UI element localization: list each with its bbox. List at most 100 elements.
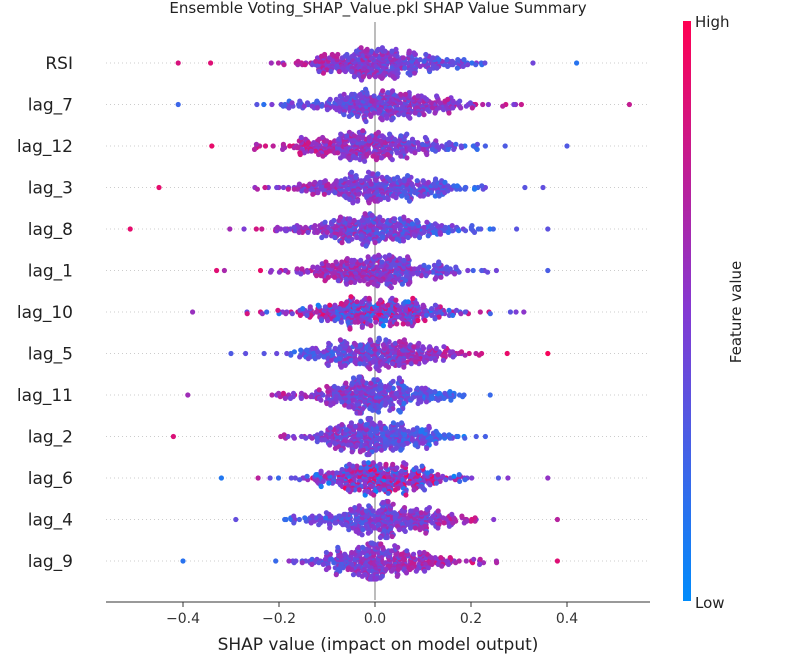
shap-point [404, 131, 410, 137]
shap-point [482, 60, 488, 66]
shap-point [415, 317, 421, 324]
shap-point [320, 70, 326, 76]
shap-point [413, 568, 419, 574]
feature-label: RSI [45, 54, 73, 74]
shap-point [259, 226, 265, 232]
shap-point [323, 150, 330, 156]
shap-point [450, 312, 456, 318]
shap-point [421, 229, 427, 235]
shap-point [368, 113, 374, 119]
shap-point [413, 300, 420, 307]
shap-point [428, 555, 434, 561]
shap-point [274, 224, 281, 230]
shap-point [420, 141, 426, 147]
shap-point [457, 98, 463, 104]
shap-point [316, 151, 322, 158]
shap-point [360, 544, 366, 551]
shap-point [297, 151, 303, 158]
shap-point [375, 46, 381, 53]
shap-point [474, 141, 480, 147]
shap-point [465, 62, 471, 68]
shap-point [437, 100, 443, 106]
shap-point [574, 60, 580, 66]
shap-point [450, 105, 456, 111]
shap-point [460, 63, 466, 69]
shap-point [377, 527, 383, 533]
shap-point [354, 113, 361, 119]
shap-point [333, 520, 339, 526]
shap-point [269, 101, 275, 108]
shap-point [432, 357, 438, 363]
shap-point [349, 68, 355, 75]
shap-point [444, 57, 450, 63]
shap-point [438, 274, 444, 280]
shap-point [262, 184, 268, 191]
shap-point [418, 510, 424, 516]
shap-point [417, 57, 423, 63]
shap-point [383, 461, 389, 467]
shap-point [341, 91, 347, 97]
shap-point [321, 349, 327, 355]
shap-point [349, 257, 355, 263]
shap-point [346, 155, 352, 161]
shap-point [326, 470, 332, 476]
shap-point [374, 283, 380, 289]
feature-label: lag_2 [28, 428, 73, 448]
shap-point [366, 200, 372, 206]
shap-point [445, 63, 451, 69]
feature-label: lag_7 [28, 96, 73, 116]
shap-point [314, 229, 320, 235]
shap-point [462, 435, 468, 441]
shap-point [280, 146, 286, 152]
shap-point [444, 271, 450, 277]
shap-point [463, 103, 469, 109]
shap-point [325, 362, 331, 368]
shap-point [358, 178, 364, 184]
shap-point [545, 350, 551, 357]
shap-point [332, 234, 338, 241]
shap-point [291, 513, 297, 519]
shap-point [270, 143, 276, 149]
shap-point [435, 472, 441, 478]
shap-point [274, 350, 280, 357]
shap-point [351, 217, 357, 224]
shap-point [426, 108, 432, 114]
shap-point [384, 281, 390, 287]
shap-point [405, 234, 411, 241]
shap-point [387, 131, 393, 137]
shap-point [500, 103, 506, 109]
shap-point [332, 190, 338, 196]
shap-point [343, 427, 350, 433]
shap-point [376, 95, 382, 101]
shap-point [349, 169, 355, 175]
shap-point [433, 428, 439, 434]
shap-point [333, 259, 339, 265]
shap-point [475, 226, 481, 232]
shap-point [507, 309, 513, 315]
shap-point [469, 105, 475, 111]
shap-point [364, 259, 370, 265]
shap-point [433, 440, 439, 446]
shap-point [328, 513, 334, 519]
shap-point [407, 566, 413, 573]
shap-point [348, 506, 354, 512]
shap-point [401, 460, 407, 466]
shap-point [421, 487, 428, 493]
shap-point [412, 110, 418, 116]
shap-point [474, 146, 480, 152]
shap-point [301, 103, 307, 109]
shap-point [280, 103, 286, 109]
shap-point [364, 46, 370, 53]
shap-point [310, 264, 316, 270]
shap-point [389, 568, 395, 574]
shap-point [424, 445, 430, 451]
shap-point [341, 511, 347, 517]
shap-point [316, 560, 322, 566]
shap-point [364, 90, 370, 96]
shap-point [332, 440, 338, 446]
shap-point [446, 432, 452, 438]
feature-label: lag_1 [28, 262, 73, 282]
shap-point [257, 267, 264, 274]
shap-point [421, 112, 427, 118]
shap-point [477, 309, 483, 315]
